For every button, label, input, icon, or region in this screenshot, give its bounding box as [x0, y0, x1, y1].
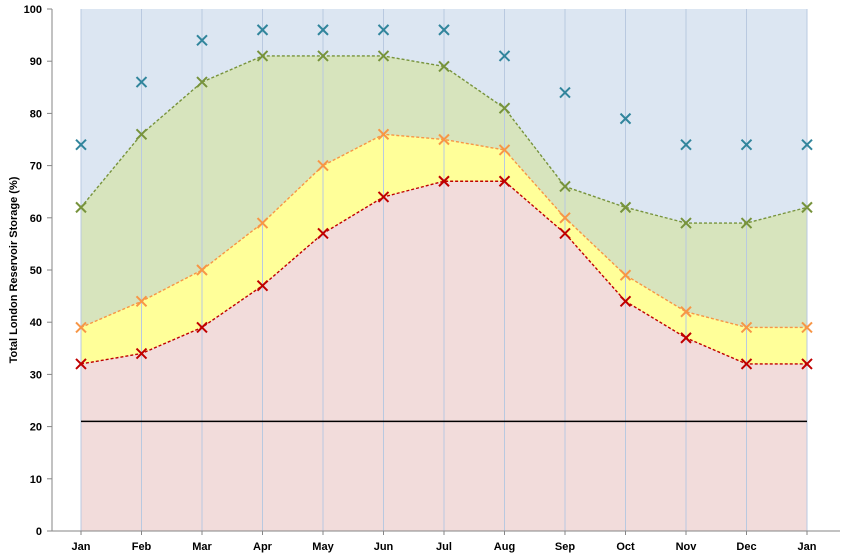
x-tick-label: May: [312, 541, 334, 553]
series-0-point: [377, 24, 390, 36]
y-tick-label: 70: [30, 161, 42, 173]
y-tick-label: 80: [30, 108, 42, 120]
series-2-point: [135, 295, 148, 308]
series-1-point: [498, 102, 511, 114]
series-0-point: [135, 76, 148, 88]
series-1-point: [256, 50, 269, 62]
y-tick-label: 100: [24, 4, 42, 16]
series-0-point: [256, 24, 269, 36]
series-1-point: [438, 60, 450, 73]
y-tick-label: 0: [36, 526, 42, 538]
y-tick-label: 60: [30, 213, 42, 225]
series-3-point: [196, 321, 208, 334]
series-2-point: [740, 321, 753, 334]
series-2-point: [196, 264, 208, 276]
y-tick-label: 50: [30, 265, 42, 277]
series-0-point: [317, 24, 329, 36]
series-0-point: [680, 139, 692, 151]
x-tick-label: Jan: [72, 541, 91, 553]
series-3-point: [438, 175, 450, 187]
axes-layer: 0 10 20 30 40 50 60 70 80 90 100 Jan Feb Mar Apr May Jun…: [24, 4, 840, 553]
x-tick-label: Apr: [253, 541, 273, 553]
markers-layer: [75, 24, 813, 370]
series-1-point: [740, 217, 753, 229]
x-tick-label: Nov: [676, 541, 698, 553]
x-tick-label: Jun: [374, 541, 394, 553]
series-1-point: [377, 50, 390, 62]
series-3-point: [740, 358, 753, 370]
series-2-point: [559, 212, 571, 224]
x-tick-label: Jan: [798, 541, 817, 553]
series-1-point: [135, 128, 148, 140]
y-axis-label: Total London Reservoir Storage (%): [8, 176, 20, 363]
series-0-point: [619, 112, 632, 125]
series-1-point: [317, 50, 329, 62]
series-1-point: [559, 180, 571, 193]
y-tick-label: 20: [30, 422, 42, 434]
series-3-point: [377, 191, 390, 203]
series-2-point: [256, 217, 269, 229]
gridlines-layer: [80, 9, 808, 531]
series-2-point: [438, 133, 450, 146]
x-tick-label: Oct: [616, 541, 635, 553]
series-3-point: [135, 347, 148, 360]
y-tick-label: 10: [30, 474, 42, 486]
series-2-point: [317, 159, 329, 172]
y-tick-label: 30: [30, 369, 42, 381]
series-0-point: [801, 139, 813, 151]
x-tick-label: Jul: [436, 541, 452, 553]
x-tick-label: Dec: [736, 541, 756, 553]
series-1-point: [196, 76, 208, 88]
series-3-point: [75, 358, 87, 370]
series-0-point: [559, 86, 571, 99]
series-1-point: [619, 201, 632, 214]
series-0-point: [498, 50, 511, 62]
series-2-point: [498, 144, 511, 156]
series-2-point: [680, 306, 692, 318]
series-3-point: [680, 332, 692, 344]
series-1-point: [801, 201, 813, 214]
y-tick-label: 90: [30, 56, 42, 68]
x-tick-label: Aug: [494, 541, 515, 553]
x-tick-label: Sep: [555, 541, 575, 553]
y-tick-label: 40: [30, 317, 42, 329]
series-1-point: [680, 217, 692, 229]
series-0-point: [75, 139, 87, 151]
series-3-point: [619, 295, 632, 308]
series-3-point: [498, 175, 511, 187]
series-2-point: [75, 321, 87, 334]
x-tick-label: Mar: [192, 541, 212, 553]
series-2-point: [619, 269, 632, 281]
series-3-point: [317, 227, 329, 240]
series-2-point: [377, 128, 390, 140]
series-0-point: [740, 139, 753, 151]
x-tick-label: Feb: [132, 541, 152, 553]
series-3-point: [256, 279, 269, 292]
series-1-point: [75, 201, 87, 214]
series-0-point: [438, 24, 450, 36]
series-0-point: [196, 34, 208, 47]
series-2-point: [801, 321, 813, 334]
series-3-point: [801, 358, 813, 370]
series-3-point: [559, 227, 571, 240]
